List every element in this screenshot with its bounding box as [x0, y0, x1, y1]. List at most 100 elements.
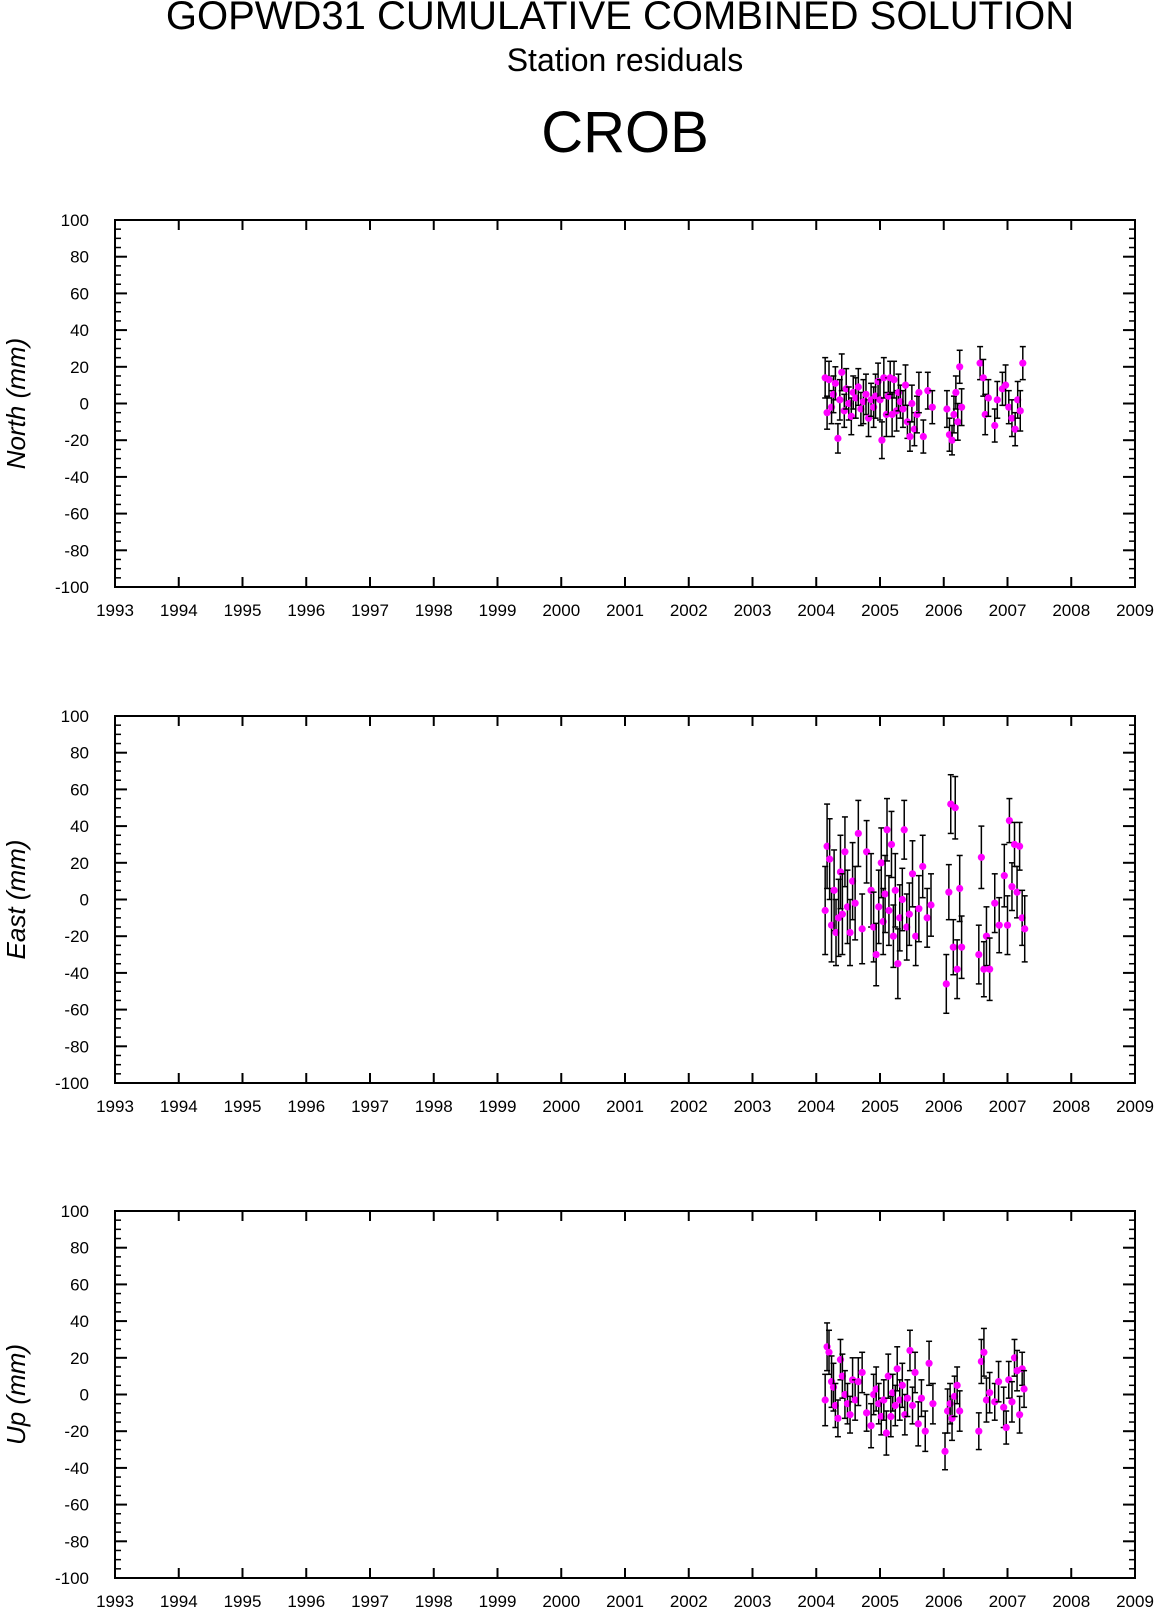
data-point	[899, 389, 907, 429]
point-marker	[838, 910, 846, 918]
data-point	[956, 1390, 964, 1432]
x-tick-label: 2001	[606, 1097, 644, 1116]
x-tick-label: 2008	[1052, 1097, 1090, 1116]
point-marker	[846, 928, 854, 937]
point-marker	[942, 980, 950, 988]
y-tick-label: -40	[64, 1459, 89, 1478]
x-tick-label: 1995	[224, 601, 262, 620]
data-point	[917, 1379, 926, 1418]
data-point	[881, 854, 889, 934]
x-tick-label: 2002	[670, 1097, 708, 1116]
y-tick-label: -100	[55, 1074, 89, 1093]
data-point	[912, 906, 920, 967]
point-marker	[858, 1368, 866, 1377]
point-marker	[956, 884, 964, 893]
point-marker	[903, 1394, 912, 1402]
point-marker	[1000, 1403, 1008, 1411]
point-marker	[945, 888, 953, 896]
point-marker	[908, 399, 916, 408]
point-marker	[890, 376, 898, 384]
point-marker	[924, 387, 932, 395]
x-tick-label: 1999	[479, 601, 517, 620]
point-marker	[854, 829, 862, 838]
data-point	[882, 1410, 890, 1456]
point-marker	[841, 848, 849, 856]
point-marker	[911, 1368, 919, 1377]
data-point	[921, 1410, 929, 1453]
point-marker	[882, 1429, 890, 1437]
x-tick-label: 2006	[925, 1592, 963, 1611]
point-marker	[899, 405, 907, 413]
point-marker	[925, 1359, 933, 1367]
data-point	[947, 773, 955, 835]
point-marker	[1020, 1385, 1028, 1393]
data-point	[877, 827, 885, 899]
data-point	[1010, 821, 1019, 868]
plot-frame	[114, 715, 1136, 1084]
data-point	[1003, 895, 1012, 956]
data-point	[889, 904, 897, 969]
x-tick-label: 1994	[160, 1097, 198, 1116]
point-marker	[917, 1394, 926, 1402]
x-tick-label: 2000	[542, 1097, 580, 1116]
data-point	[913, 395, 921, 434]
x-tick-label: 2003	[734, 1592, 772, 1611]
data-point	[991, 873, 999, 934]
y-axis-label: Up (mm)	[1, 1344, 31, 1445]
point-marker	[941, 1447, 949, 1455]
data-point	[906, 421, 914, 452]
x-tick-label: 1998	[415, 1592, 453, 1611]
point-marker	[821, 1396, 829, 1404]
data-point	[863, 819, 871, 884]
point-marker	[914, 1420, 922, 1428]
y-tick-label: 0	[80, 891, 89, 910]
data-point	[836, 378, 844, 421]
point-marker	[923, 914, 931, 922]
point-marker	[986, 965, 994, 973]
x-tick-label: 1996	[287, 1592, 325, 1611]
y-tick-label: 100	[61, 211, 89, 230]
x-tick-label: 2002	[670, 1592, 708, 1611]
data-point	[1008, 862, 1016, 912]
point-marker	[954, 418, 962, 426]
data-point	[995, 896, 1003, 954]
point-marker	[1003, 921, 1012, 929]
data-point	[919, 419, 927, 454]
x-tick-label: 2002	[670, 601, 708, 620]
x-tick-label: 1995	[224, 1592, 262, 1611]
point-marker	[854, 383, 862, 391]
data-point	[898, 867, 906, 932]
point-marker	[826, 855, 834, 863]
point-marker	[900, 826, 908, 834]
point-marker	[883, 826, 891, 834]
data-point	[982, 1377, 991, 1423]
data-point	[950, 395, 958, 434]
data-point	[900, 799, 908, 860]
point-marker	[1018, 914, 1026, 922]
point-marker	[953, 1381, 961, 1389]
data-point	[958, 915, 966, 980]
point-marker	[863, 1409, 871, 1417]
data-point	[1002, 1410, 1010, 1445]
y-tick-label: -100	[55, 578, 89, 597]
point-marker	[980, 1348, 988, 1356]
x-tick-label: 2001	[606, 1592, 644, 1611]
data-point	[825, 1329, 833, 1376]
x-tick-label: 2007	[989, 1097, 1027, 1116]
point-marker	[898, 895, 906, 904]
data-point	[887, 810, 896, 879]
point-marker	[958, 403, 966, 411]
data-point	[862, 373, 870, 416]
point-marker	[880, 374, 888, 382]
data-point	[927, 873, 935, 937]
data-point	[1016, 821, 1024, 871]
data-point	[878, 421, 886, 460]
point-marker	[919, 432, 927, 441]
data-point	[977, 825, 985, 890]
point-marker	[908, 1401, 917, 1410]
x-tick-label: 2008	[1052, 1592, 1090, 1611]
y-tick-label: -80	[64, 1532, 89, 1551]
point-marker	[862, 390, 870, 398]
point-marker	[1005, 816, 1014, 825]
point-marker	[878, 436, 886, 444]
